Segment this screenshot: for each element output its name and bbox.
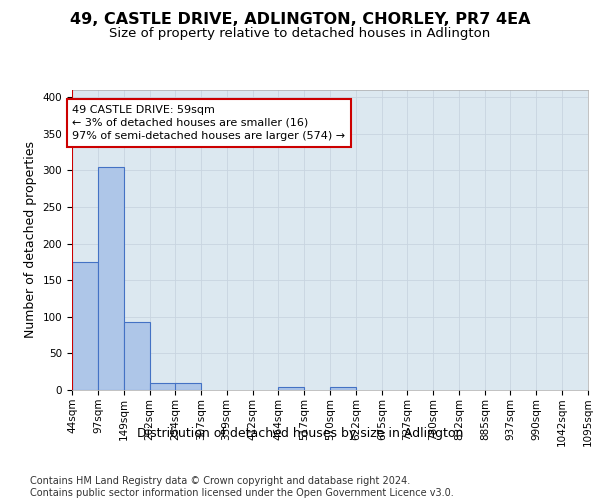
Bar bbox=[72, 262, 98, 390]
Text: 49, CASTLE DRIVE, ADLINGTON, CHORLEY, PR7 4EA: 49, CASTLE DRIVE, ADLINGTON, CHORLEY, PR… bbox=[70, 12, 530, 28]
Text: Distribution of detached houses by size in Adlington: Distribution of detached houses by size … bbox=[137, 428, 463, 440]
Bar bbox=[330, 387, 356, 390]
Text: Size of property relative to detached houses in Adlington: Size of property relative to detached ho… bbox=[109, 28, 491, 40]
Text: Contains HM Land Registry data © Crown copyright and database right 2024.
Contai: Contains HM Land Registry data © Crown c… bbox=[30, 476, 454, 498]
Y-axis label: Number of detached properties: Number of detached properties bbox=[24, 142, 37, 338]
Bar bbox=[124, 322, 149, 390]
Bar bbox=[149, 382, 176, 390]
Bar bbox=[175, 382, 201, 390]
Text: 49 CASTLE DRIVE: 59sqm
← 3% of detached houses are smaller (16)
97% of semi-deta: 49 CASTLE DRIVE: 59sqm ← 3% of detached … bbox=[73, 104, 346, 141]
Bar bbox=[98, 167, 124, 390]
Bar bbox=[278, 387, 304, 390]
